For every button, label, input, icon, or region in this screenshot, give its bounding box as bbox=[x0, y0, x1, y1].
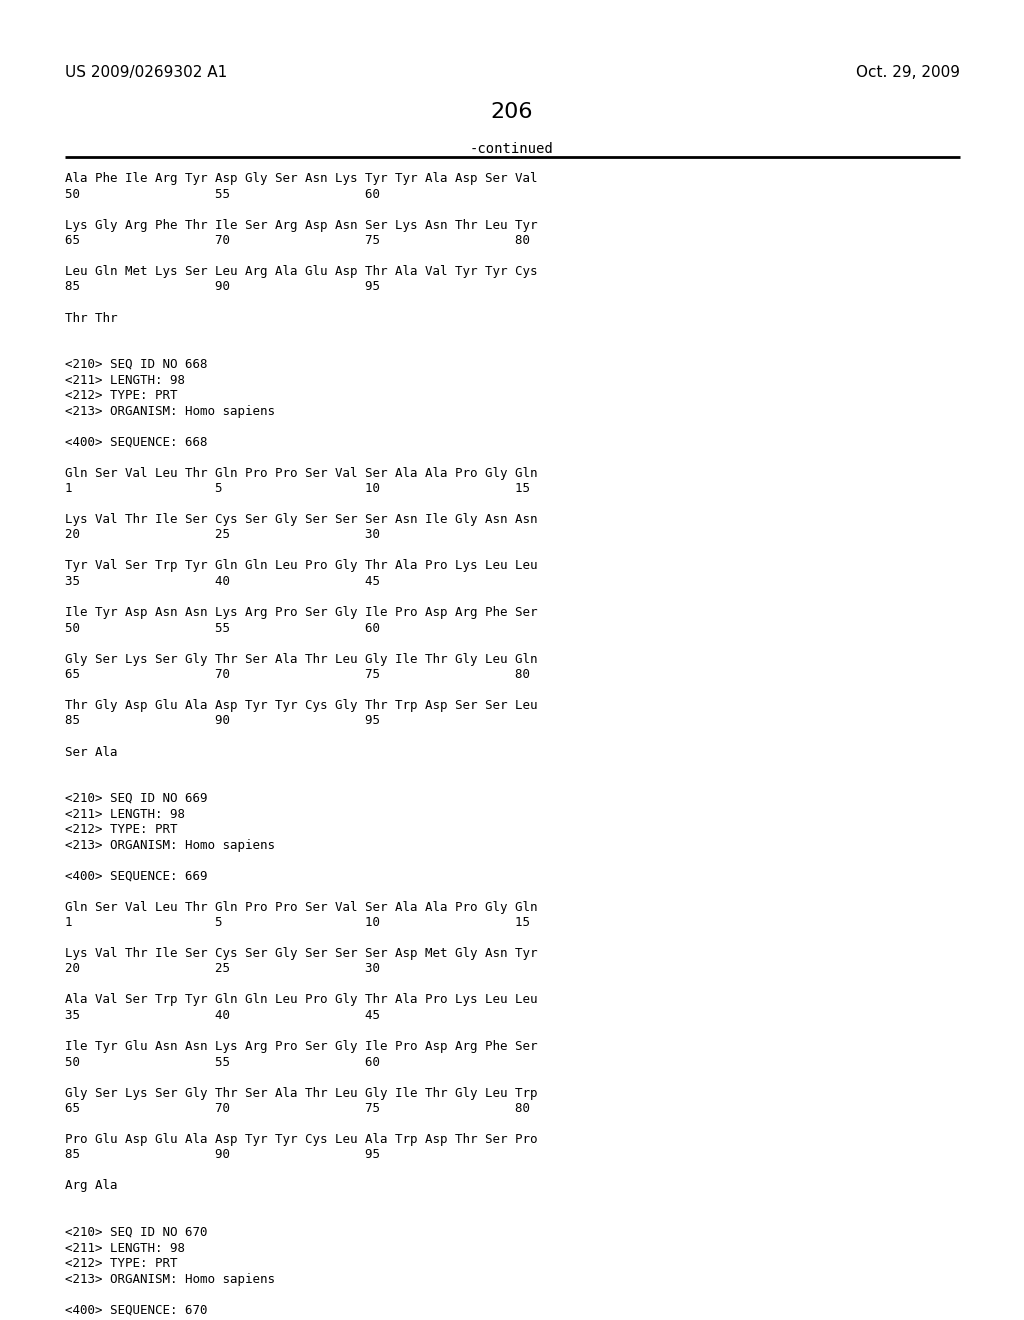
Text: <212> TYPE: PRT: <212> TYPE: PRT bbox=[65, 822, 177, 836]
Text: Arg Ala: Arg Ala bbox=[65, 1180, 118, 1192]
Text: 65                  70                  75                  80: 65 70 75 80 bbox=[65, 1102, 530, 1115]
Text: 35                  40                  45: 35 40 45 bbox=[65, 576, 380, 587]
Text: Lys Val Thr Ile Ser Cys Ser Gly Ser Ser Ser Asn Ile Gly Asn Asn: Lys Val Thr Ile Ser Cys Ser Gly Ser Ser … bbox=[65, 513, 538, 525]
Text: <400> SEQUENCE: 668: <400> SEQUENCE: 668 bbox=[65, 436, 208, 449]
Text: <212> TYPE: PRT: <212> TYPE: PRT bbox=[65, 1257, 177, 1270]
Text: <210> SEQ ID NO 670: <210> SEQ ID NO 670 bbox=[65, 1226, 208, 1239]
Text: Ile Tyr Asp Asn Asn Lys Arg Pro Ser Gly Ile Pro Asp Arg Phe Ser: Ile Tyr Asp Asn Asn Lys Arg Pro Ser Gly … bbox=[65, 606, 538, 619]
Text: Lys Val Thr Ile Ser Cys Ser Gly Ser Ser Ser Asp Met Gly Asn Tyr: Lys Val Thr Ile Ser Cys Ser Gly Ser Ser … bbox=[65, 946, 538, 960]
Text: Ile Tyr Glu Asn Asn Lys Arg Pro Ser Gly Ile Pro Asp Arg Phe Ser: Ile Tyr Glu Asn Asn Lys Arg Pro Ser Gly … bbox=[65, 1040, 538, 1053]
Text: 85                  90                  95: 85 90 95 bbox=[65, 1148, 380, 1162]
Text: Leu Gln Met Lys Ser Leu Arg Ala Glu Asp Thr Ala Val Tyr Tyr Cys: Leu Gln Met Lys Ser Leu Arg Ala Glu Asp … bbox=[65, 265, 538, 279]
Text: <213> ORGANISM: Homo sapiens: <213> ORGANISM: Homo sapiens bbox=[65, 838, 275, 851]
Text: 35                  40                  45: 35 40 45 bbox=[65, 1008, 380, 1022]
Text: Thr Thr: Thr Thr bbox=[65, 312, 118, 325]
Text: Gly Ser Lys Ser Gly Thr Ser Ala Thr Leu Gly Ile Thr Gly Leu Gln: Gly Ser Lys Ser Gly Thr Ser Ala Thr Leu … bbox=[65, 652, 538, 665]
Text: Ser Ala: Ser Ala bbox=[65, 746, 118, 759]
Text: 1                   5                   10                  15: 1 5 10 15 bbox=[65, 482, 530, 495]
Text: <213> ORGANISM: Homo sapiens: <213> ORGANISM: Homo sapiens bbox=[65, 404, 275, 417]
Text: <400> SEQUENCE: 669: <400> SEQUENCE: 669 bbox=[65, 870, 208, 883]
Text: <210> SEQ ID NO 669: <210> SEQ ID NO 669 bbox=[65, 792, 208, 805]
Text: 1                   5                   10                  15: 1 5 10 15 bbox=[65, 916, 530, 929]
Text: 85                  90                  95: 85 90 95 bbox=[65, 281, 380, 293]
Text: <212> TYPE: PRT: <212> TYPE: PRT bbox=[65, 389, 177, 403]
Text: <400> SEQUENCE: 670: <400> SEQUENCE: 670 bbox=[65, 1304, 208, 1316]
Text: Gly Ser Lys Ser Gly Thr Ser Ala Thr Leu Gly Ile Thr Gly Leu Trp: Gly Ser Lys Ser Gly Thr Ser Ala Thr Leu … bbox=[65, 1086, 538, 1100]
Text: 65                  70                  75                  80: 65 70 75 80 bbox=[65, 234, 530, 247]
Text: 50                  55                  60: 50 55 60 bbox=[65, 1056, 380, 1068]
Text: Tyr Val Ser Trp Tyr Gln Gln Leu Pro Gly Thr Ala Pro Lys Leu Leu: Tyr Val Ser Trp Tyr Gln Gln Leu Pro Gly … bbox=[65, 560, 538, 573]
Text: 20                  25                  30: 20 25 30 bbox=[65, 528, 380, 541]
Text: 50                  55                  60: 50 55 60 bbox=[65, 187, 380, 201]
Text: 65                  70                  75                  80: 65 70 75 80 bbox=[65, 668, 530, 681]
Text: <210> SEQ ID NO 668: <210> SEQ ID NO 668 bbox=[65, 358, 208, 371]
Text: 20                  25                  30: 20 25 30 bbox=[65, 962, 380, 975]
Text: <211> LENGTH: 98: <211> LENGTH: 98 bbox=[65, 808, 185, 821]
Text: 206: 206 bbox=[490, 102, 534, 121]
Text: Oct. 29, 2009: Oct. 29, 2009 bbox=[856, 65, 961, 81]
Text: Pro Glu Asp Glu Ala Asp Tyr Tyr Cys Leu Ala Trp Asp Thr Ser Pro: Pro Glu Asp Glu Ala Asp Tyr Tyr Cys Leu … bbox=[65, 1133, 538, 1146]
Text: 50                  55                  60: 50 55 60 bbox=[65, 622, 380, 635]
Text: Gln Ser Val Leu Thr Gln Pro Pro Ser Val Ser Ala Ala Pro Gly Gln: Gln Ser Val Leu Thr Gln Pro Pro Ser Val … bbox=[65, 466, 538, 479]
Text: <211> LENGTH: 98: <211> LENGTH: 98 bbox=[65, 374, 185, 387]
Text: Ala Val Ser Trp Tyr Gln Gln Leu Pro Gly Thr Ala Pro Lys Leu Leu: Ala Val Ser Trp Tyr Gln Gln Leu Pro Gly … bbox=[65, 994, 538, 1006]
Text: Lys Gly Arg Phe Thr Ile Ser Arg Asp Asn Ser Lys Asn Thr Leu Tyr: Lys Gly Arg Phe Thr Ile Ser Arg Asp Asn … bbox=[65, 219, 538, 231]
Text: Gln Ser Val Leu Thr Gln Pro Pro Ser Val Ser Ala Ala Pro Gly Gln: Gln Ser Val Leu Thr Gln Pro Pro Ser Val … bbox=[65, 900, 538, 913]
Text: Thr Gly Asp Glu Ala Asp Tyr Tyr Cys Gly Thr Trp Asp Ser Ser Leu: Thr Gly Asp Glu Ala Asp Tyr Tyr Cys Gly … bbox=[65, 700, 538, 711]
Text: US 2009/0269302 A1: US 2009/0269302 A1 bbox=[65, 65, 227, 81]
Text: Ala Phe Ile Arg Tyr Asp Gly Ser Asn Lys Tyr Tyr Ala Asp Ser Val: Ala Phe Ile Arg Tyr Asp Gly Ser Asn Lys … bbox=[65, 172, 538, 185]
Text: 85                  90                  95: 85 90 95 bbox=[65, 714, 380, 727]
Text: <211> LENGTH: 98: <211> LENGTH: 98 bbox=[65, 1242, 185, 1254]
Text: -continued: -continued bbox=[470, 143, 554, 156]
Text: <213> ORGANISM: Homo sapiens: <213> ORGANISM: Homo sapiens bbox=[65, 1272, 275, 1286]
